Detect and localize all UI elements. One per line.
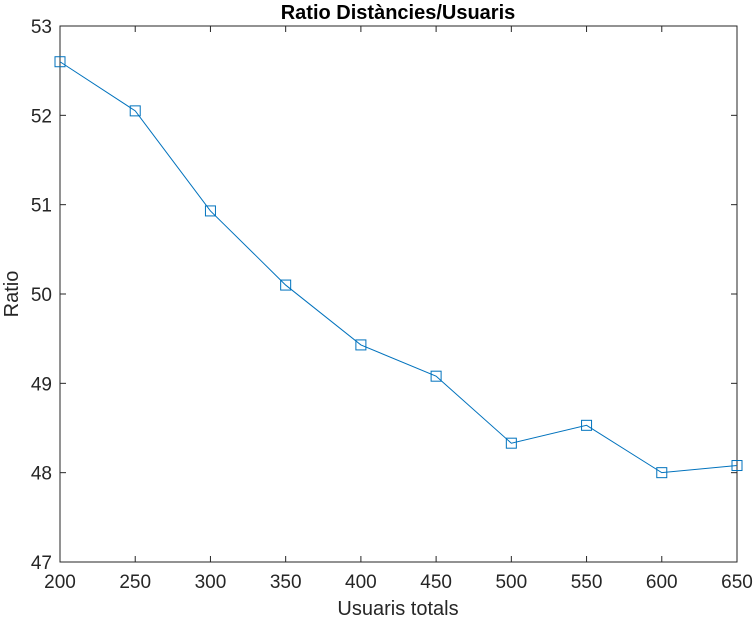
y-tick-label: 53 (31, 17, 52, 38)
data-point-marker (505, 437, 517, 449)
series-line (59, 61, 738, 474)
data-point-marker (731, 460, 743, 472)
series-layer (54, 56, 743, 479)
x-tick-label: 300 (195, 572, 227, 593)
y-tick-label: 52 (31, 106, 52, 127)
y-axis-label: Ratio (1, 271, 23, 318)
x-tick-label: 500 (495, 572, 527, 593)
x-tick-label: 400 (345, 572, 377, 593)
data-point-marker (54, 56, 66, 68)
data-point-marker (204, 205, 216, 217)
y-tick-label: 50 (31, 285, 52, 306)
x-tick-label: 650 (721, 572, 753, 593)
x-tick-label: 350 (270, 572, 302, 593)
x-tick-label: 600 (646, 572, 678, 593)
data-point-marker (656, 467, 668, 479)
y-axis-ticks: 47 48 49 50 51 52 53 (31, 17, 737, 574)
y-tick-label: 49 (31, 374, 52, 395)
x-axis-label: Usuaris totals (337, 598, 458, 619)
data-point-marker (129, 105, 141, 117)
chart-title: Ratio Distàncies/Usuaris (281, 2, 516, 24)
data-point-marker (430, 370, 442, 382)
x-tick-label: 450 (420, 572, 452, 593)
x-tick-label: 200 (44, 572, 76, 593)
data-point-marker (581, 419, 593, 431)
y-tick-label: 51 (31, 196, 52, 217)
x-axis-ticks: 200 250 300 350 400 450 500 550 600 650 (44, 26, 753, 593)
x-tick-label: 550 (571, 572, 603, 593)
data-point-marker (280, 279, 292, 291)
y-tick-label: 47 (31, 553, 52, 574)
y-tick-label: 48 (31, 464, 52, 485)
x-tick-label: 250 (119, 572, 151, 593)
data-point-marker (355, 339, 367, 351)
plot-frame (59, 25, 738, 563)
